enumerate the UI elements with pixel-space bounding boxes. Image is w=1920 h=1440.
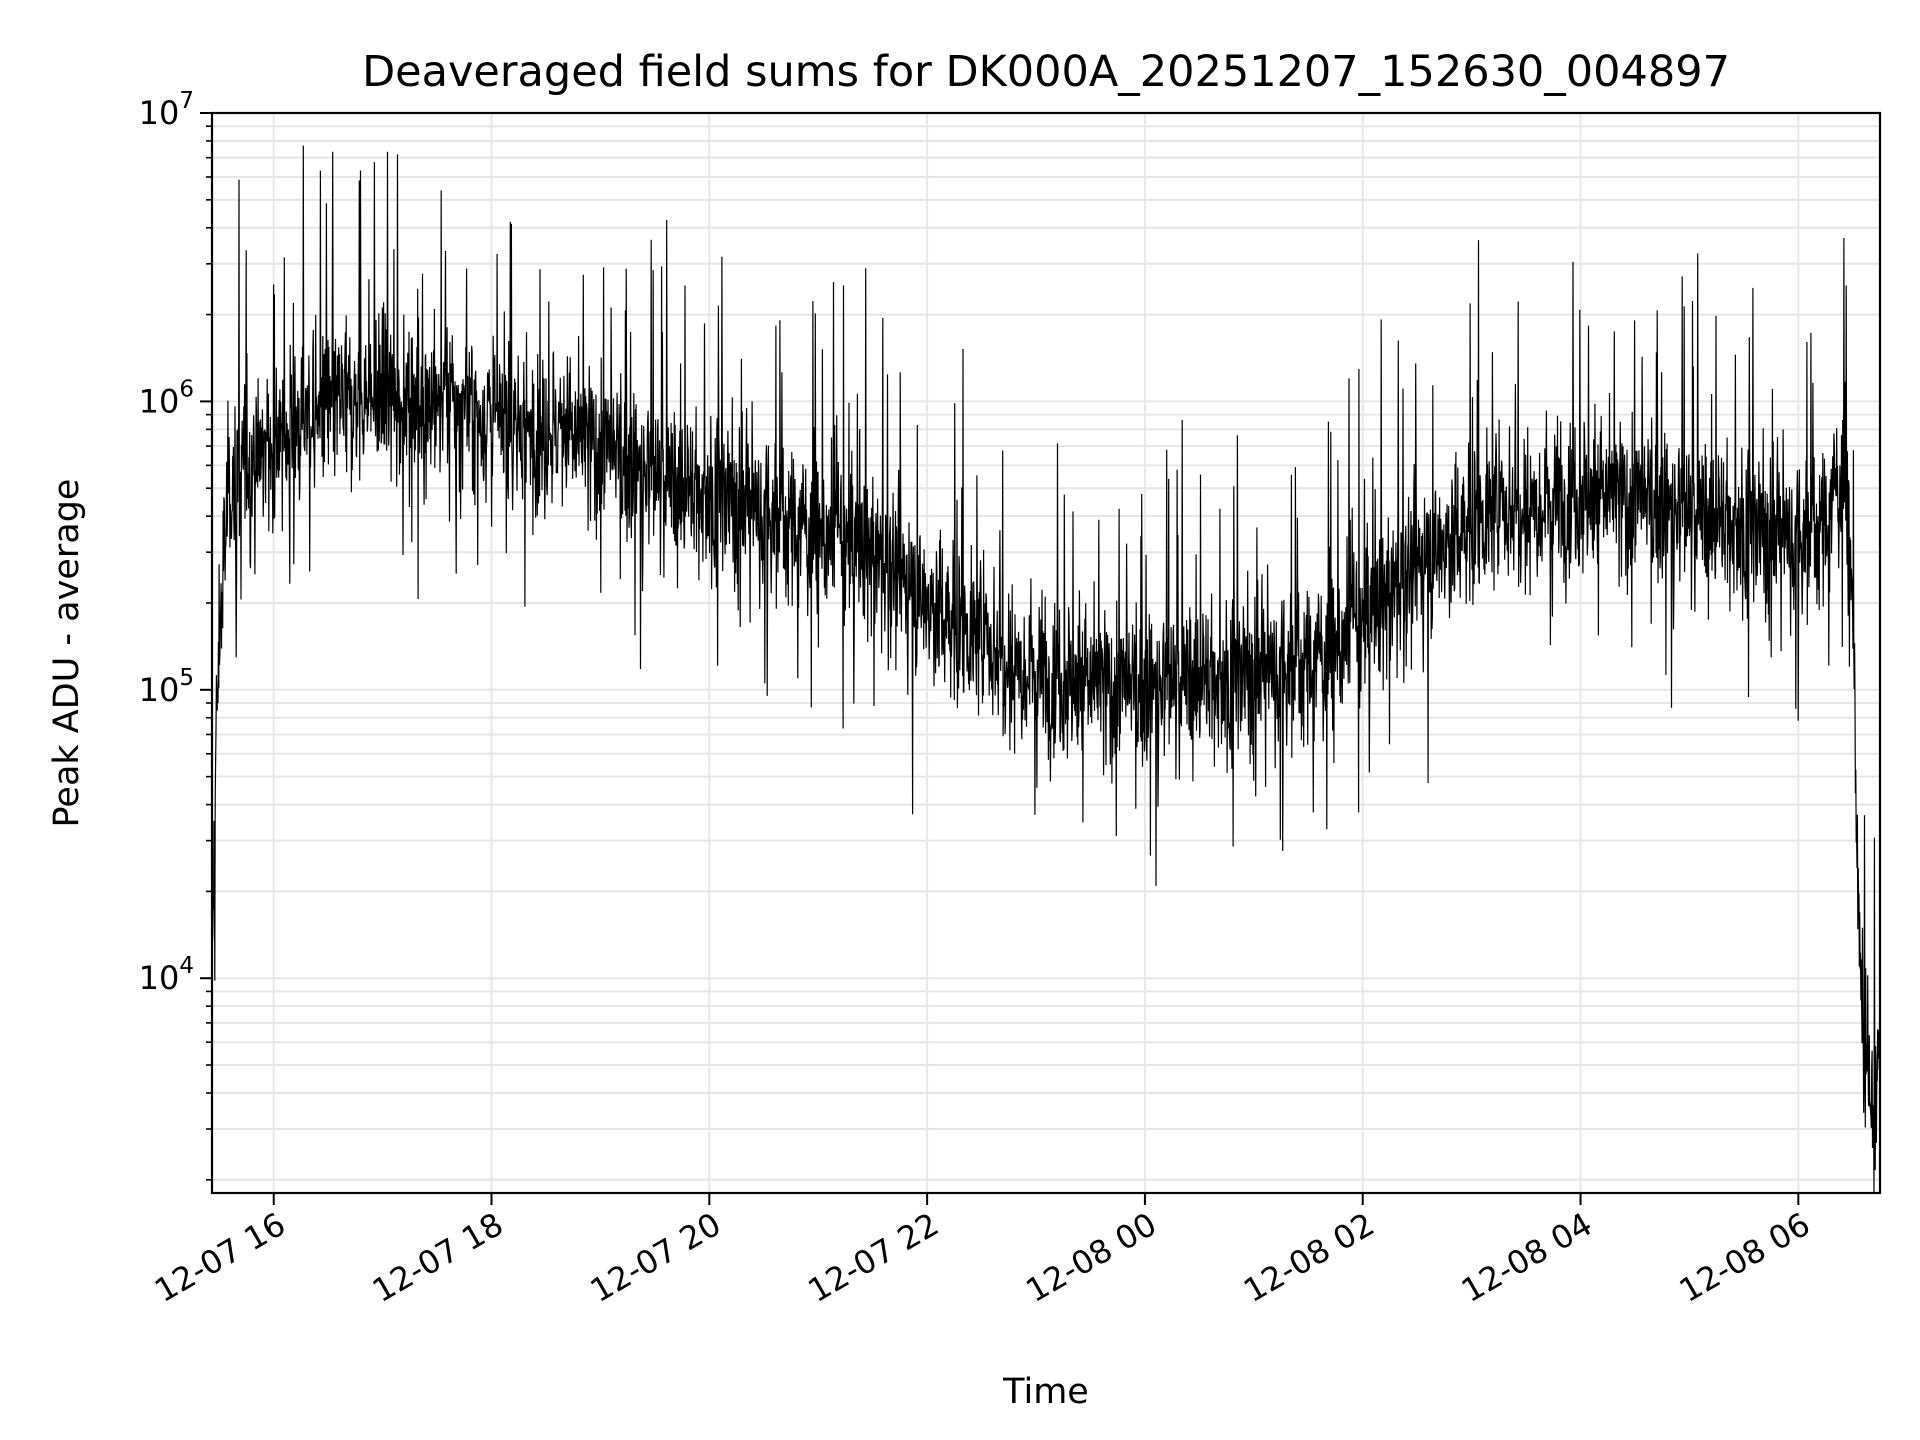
y-tick-base: 10: [139, 94, 180, 132]
y-tick-base: 10: [139, 671, 180, 709]
chart-title: Deaveraged field sums for DK000A_2025120…: [362, 47, 1730, 97]
y-tick-base: 10: [139, 382, 180, 420]
y-tick-exponent: 6: [179, 376, 194, 402]
plot-area: [212, 145, 1880, 1193]
y-tick-label: 105: [139, 665, 194, 709]
y-tick-label: 104: [139, 953, 194, 997]
y-tick-exponent: 5: [179, 665, 194, 691]
x-axis-label: Time: [1002, 1372, 1089, 1412]
y-tick-exponent: 7: [179, 88, 194, 114]
y-axis-label: Peak ADU - average: [47, 479, 87, 828]
series-line: [212, 145, 1880, 1193]
y-tick-exponent: 4: [179, 953, 194, 979]
y-tick-base: 10: [139, 959, 180, 997]
plot-frame: [210, 111, 1882, 1195]
y-tick-label: 106: [139, 376, 194, 420]
y-tick-label: 107: [139, 88, 194, 132]
